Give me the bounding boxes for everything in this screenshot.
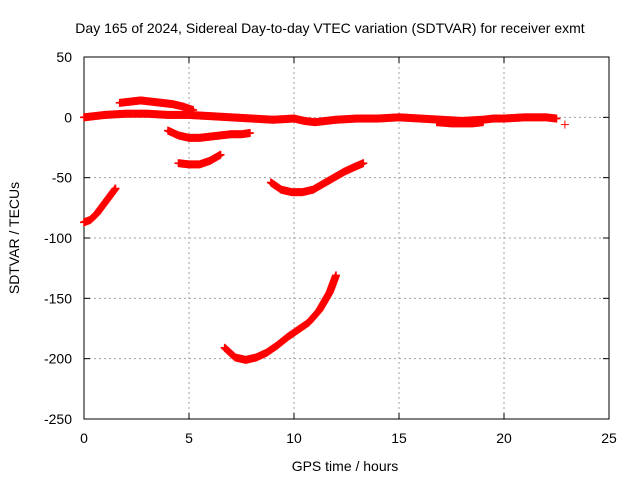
y-axis-ticks: -250 -200 -150 -100 -50 0 50 bbox=[44, 49, 609, 427]
series-arc-minus15 bbox=[164, 126, 253, 142]
data-point bbox=[479, 118, 487, 127]
y-tick-label: 50 bbox=[56, 49, 72, 65]
series-arc-left bbox=[80, 185, 119, 227]
y-tick-label: -50 bbox=[52, 170, 72, 186]
data-point bbox=[359, 159, 368, 168]
series-arc-zero-bottom-band bbox=[432, 118, 486, 128]
y-tick-label: -100 bbox=[44, 230, 72, 246]
series-arc-minus200 bbox=[220, 272, 340, 364]
chart-title: Day 165 of 2024, Sidereal Day-to-day VTE… bbox=[75, 20, 584, 36]
x-tick-label: 0 bbox=[80, 430, 88, 446]
x-tick-label: 5 bbox=[185, 430, 193, 446]
x-tick-label: 15 bbox=[391, 430, 407, 446]
x-tick-label: 10 bbox=[286, 430, 302, 446]
data-point bbox=[189, 106, 198, 115]
y-tick-label: -250 bbox=[44, 411, 72, 427]
series-arc-near-zero bbox=[80, 109, 560, 127]
data-point bbox=[560, 120, 569, 129]
x-tick-label: 25 bbox=[601, 430, 617, 446]
series-arc-minus60 bbox=[266, 159, 367, 197]
y-tick-label: 0 bbox=[64, 109, 72, 125]
y-tick-label: -150 bbox=[44, 290, 72, 306]
x-axis-ticks: 0 5 10 15 20 25 bbox=[80, 57, 617, 446]
series-arc-minus40 bbox=[174, 151, 224, 169]
x-axis-label: GPS time / hours bbox=[292, 458, 399, 474]
data-point bbox=[332, 271, 340, 280]
x-tick-label: 20 bbox=[496, 430, 512, 446]
y-axis-label: SDTVAR / TECUs bbox=[6, 182, 22, 294]
data-point bbox=[111, 184, 120, 193]
data-point bbox=[245, 129, 254, 138]
y-tick-label: -200 bbox=[44, 351, 72, 367]
data-point bbox=[552, 114, 561, 123]
data-points bbox=[80, 96, 569, 364]
data-point bbox=[216, 150, 225, 159]
